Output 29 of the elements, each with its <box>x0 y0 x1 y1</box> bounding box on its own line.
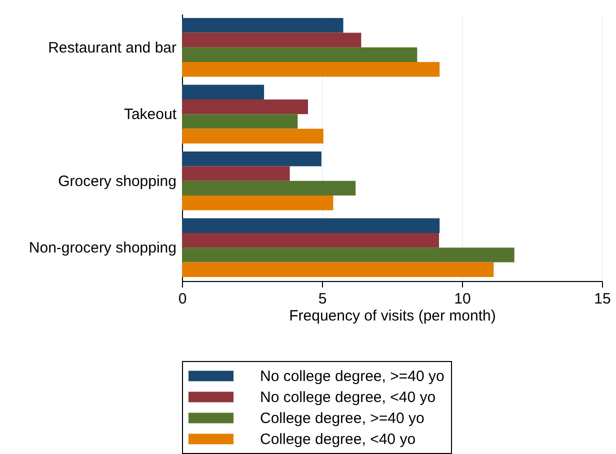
legend-label: No college degree, >=40 yo <box>260 368 444 385</box>
y-tick-label: Grocery shopping <box>58 172 176 190</box>
x-tick-label: 0 <box>178 290 187 308</box>
legend-label: College degree, <40 yo <box>260 431 416 448</box>
bar <box>182 196 334 210</box>
legend-label: No college degree, <40 yo <box>260 389 436 406</box>
x-tick-label: 15 <box>594 290 611 308</box>
bar <box>182 180 356 196</box>
bar <box>182 166 290 181</box>
bar <box>182 152 322 166</box>
y-tick-label: Takeout <box>124 106 178 124</box>
bar <box>182 262 494 277</box>
x-tick-label: 5 <box>318 290 327 308</box>
x-axis-title: Frequency of visits (per month) <box>289 308 496 324</box>
bar <box>182 18 344 33</box>
bar <box>182 84 264 100</box>
bar <box>182 248 514 262</box>
y-tick-label: Non-grocery shopping <box>28 240 176 257</box>
y-tick-label: Restaurant and bar <box>48 39 176 56</box>
legend-label: College degree, >=40 yo <box>260 410 424 427</box>
bar <box>182 218 440 233</box>
bar <box>182 99 308 114</box>
bar <box>182 128 324 144</box>
bar <box>182 232 440 248</box>
bar <box>182 32 362 48</box>
x-tick-label: 10 <box>454 290 471 308</box>
bar <box>182 114 298 129</box>
bar <box>182 62 440 77</box>
bar <box>182 47 418 62</box>
